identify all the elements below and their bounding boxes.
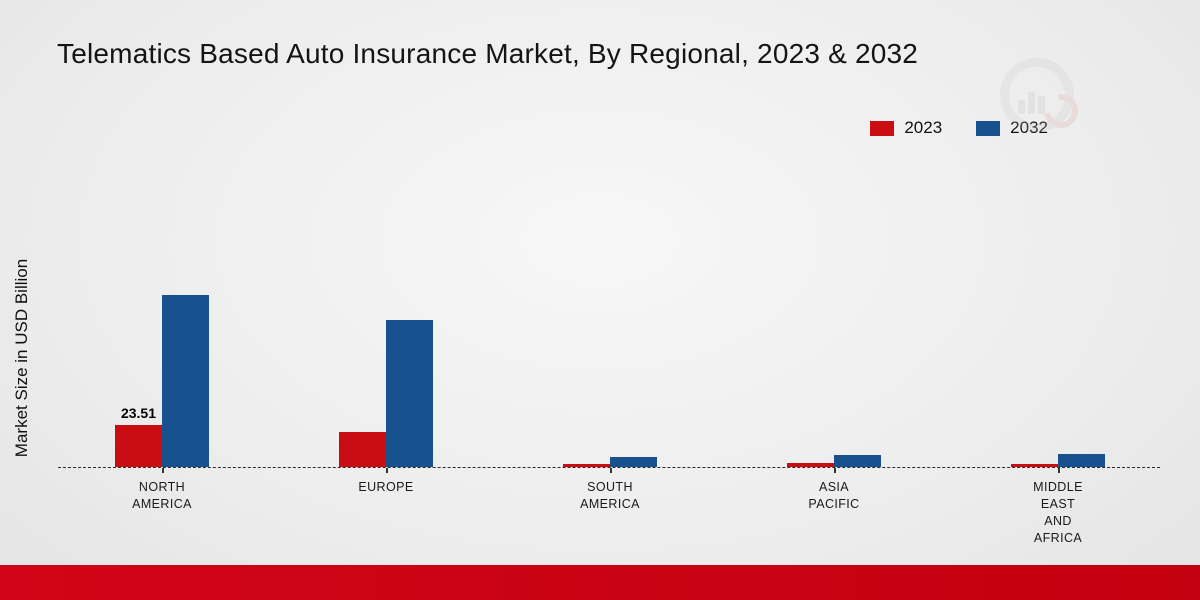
watermark-logo	[1000, 58, 1085, 135]
x-axis-tick	[610, 468, 612, 473]
chart-title: Telematics Based Auto Insurance Market, …	[57, 38, 919, 69]
bar-2032-europe	[386, 319, 433, 467]
x-axis-tick	[834, 468, 836, 473]
watermark-bar-icon	[1038, 96, 1045, 114]
x-axis-baseline	[58, 467, 1160, 468]
bar-value-label: 23.51	[120, 405, 157, 421]
watermark-circle-icon	[1000, 58, 1074, 132]
legend-label-2023: 2023	[904, 118, 943, 137]
bar-2032-south-america	[610, 457, 657, 467]
legend-swatch-2023	[870, 120, 895, 136]
legend-swatch-2032	[976, 120, 1001, 136]
category-label-middle-east-and-africa: MIDDLE EAST AND AFRICA	[1033, 480, 1083, 545]
legend-item-2023: 2023	[870, 118, 942, 138]
x-axis-tick	[386, 468, 388, 473]
bar-2023-europe	[339, 432, 386, 467]
footer-red-band	[0, 565, 1200, 600]
bar-2032-middle-east-and-africa	[1058, 454, 1105, 467]
bar-2023-middle-east-and-africa	[1011, 463, 1058, 467]
category-label-south-america: SOUTH AMERICA	[580, 480, 640, 511]
x-axis-tick	[1058, 468, 1060, 473]
category-label-asia-pacific: ASIA PACIFIC	[808, 480, 860, 511]
bar-2023-south-america	[563, 464, 610, 467]
watermark-bar-icon	[1028, 92, 1035, 114]
bar-2023-north-america	[115, 425, 162, 467]
watermark-bar-icon	[1018, 100, 1025, 114]
category-label-north-america: NORTH AMERICA	[132, 480, 192, 511]
bar-2032-north-america	[162, 295, 209, 467]
x-axis-tick	[162, 468, 164, 473]
category-label-europe: EUROPE	[358, 480, 414, 494]
bar-2032-asia-pacific	[834, 455, 881, 467]
bar-2023-asia-pacific	[787, 463, 834, 467]
